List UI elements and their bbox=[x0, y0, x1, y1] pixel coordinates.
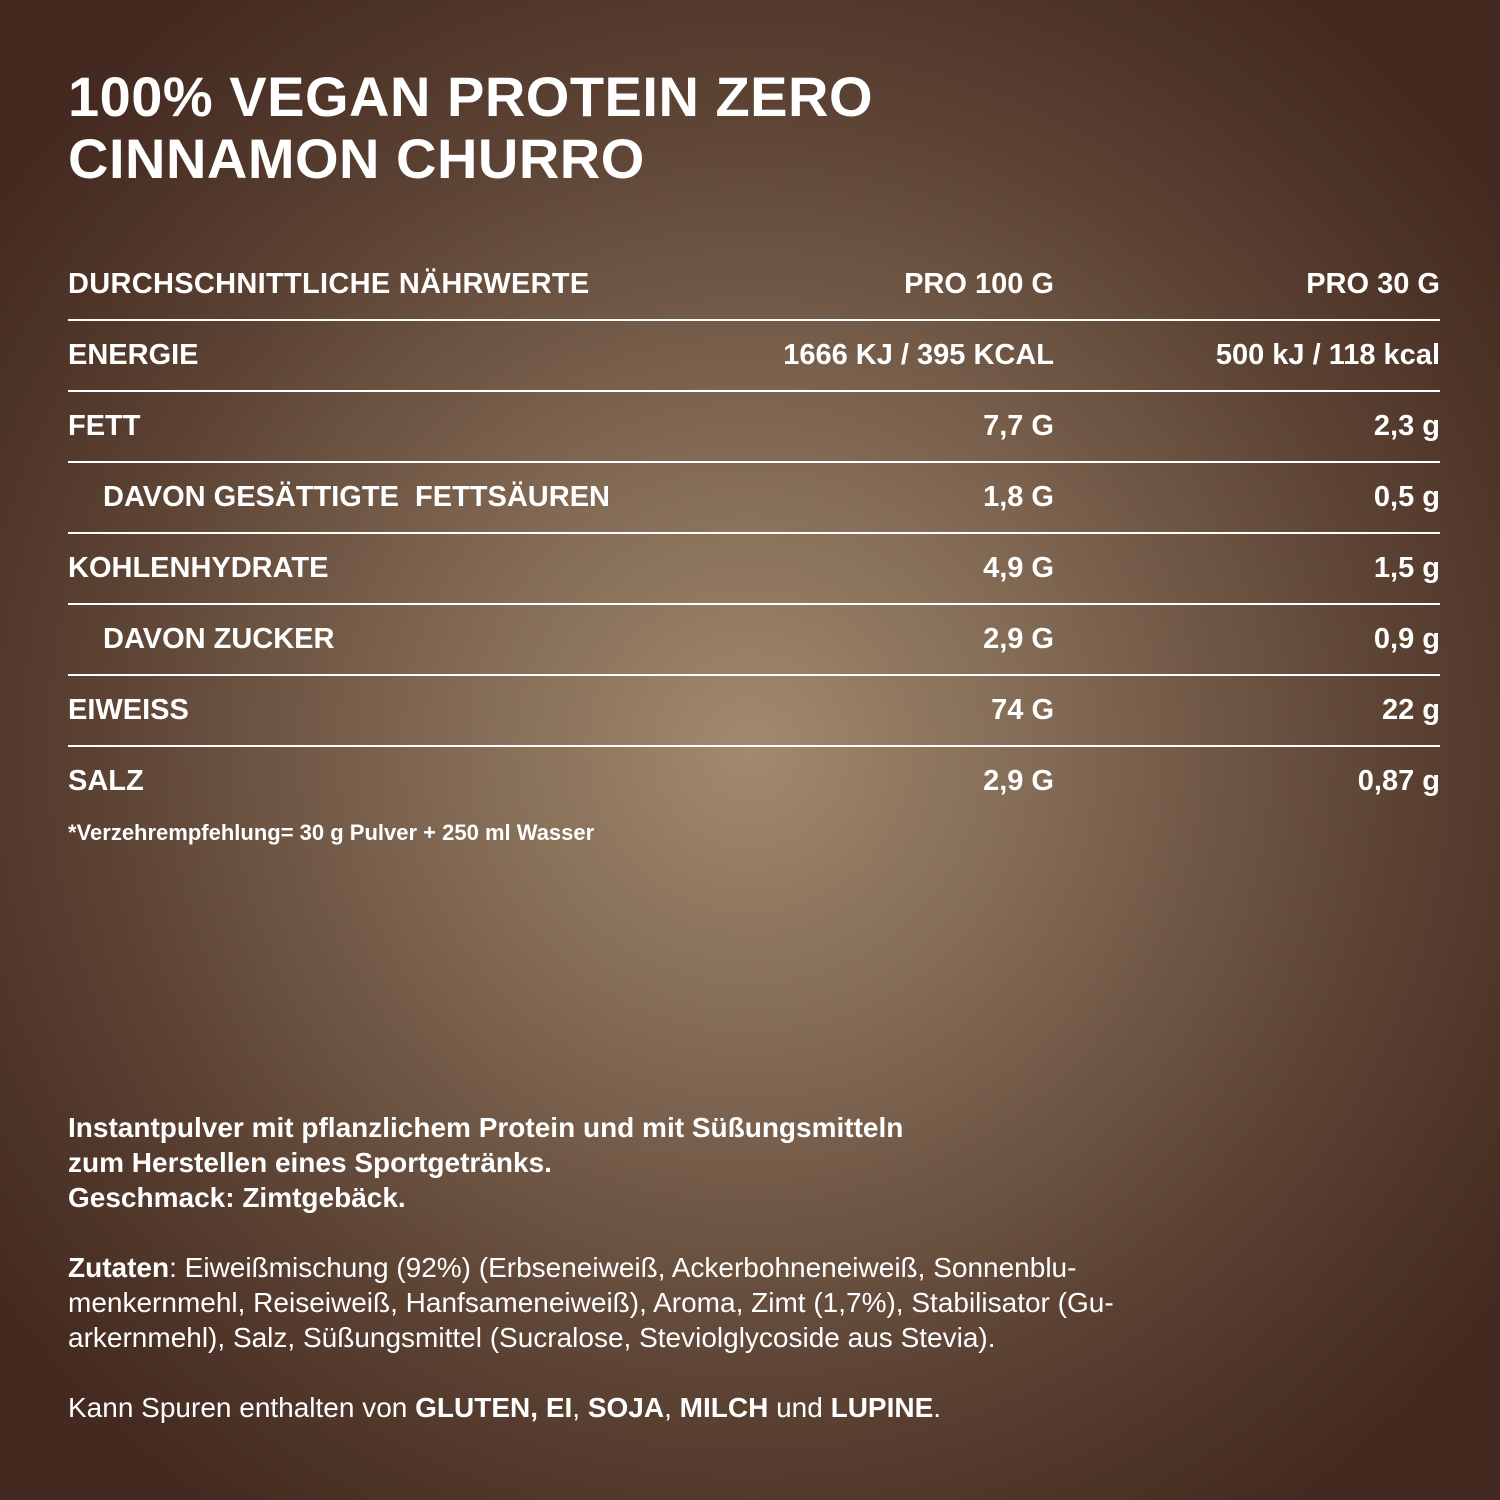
row-label: FETT bbox=[68, 410, 141, 442]
row-value-per30: 0,9 g bbox=[1373, 623, 1440, 655]
nutrition-row-salt: SALZ 2,9 G 0,87 g bbox=[68, 747, 1440, 816]
traces-separator: , bbox=[664, 1392, 680, 1423]
row-value-per30: 0,5 g bbox=[1373, 481, 1440, 513]
row-label: EIWEISS bbox=[68, 694, 189, 726]
nutrition-row-saturated-fat: DAVON GESÄTTIGTE FETTSÄUREN 1,8 G 0,5 g bbox=[68, 463, 1440, 534]
allergen-lupine: LUPINE bbox=[830, 1392, 934, 1423]
row-label: SALZ bbox=[68, 765, 144, 797]
ingredients-list: Zutaten: Eiweißmischung (92%) (Erbseneiw… bbox=[68, 1250, 1448, 1355]
row-value-per100: 2,9 G bbox=[983, 623, 1054, 655]
row-label: DAVON GESÄTTIGTE FETTSÄUREN bbox=[103, 481, 610, 513]
nutrition-row-protein: EIWEISS 74 G 22 g bbox=[68, 676, 1440, 747]
ingredients-text-1: : Eiweißmischung (92%) (Erbseneiweiß, Ac… bbox=[169, 1252, 1077, 1283]
nutrition-header-row: DURCHSCHNITTLICHE NÄHRWERTE PRO 100 G PR… bbox=[68, 250, 1440, 321]
traces-end: . bbox=[933, 1392, 942, 1423]
allergen-milk: MILCH bbox=[679, 1392, 769, 1423]
nutrition-header-label: DURCHSCHNITTLICHE NÄHRWERTE bbox=[68, 268, 590, 300]
row-value-per100: 1666 KJ / 395 KCAL bbox=[783, 339, 1054, 371]
row-value-per100: 1,8 G bbox=[983, 481, 1054, 513]
traces-intro: Kann Spuren enthalten von bbox=[68, 1392, 416, 1423]
row-label: ENERGIE bbox=[68, 339, 199, 371]
product-title-line-2: CINNAMON CHURRO bbox=[68, 127, 645, 190]
nutrition-table: DURCHSCHNITTLICHE NÄHRWERTE PRO 100 G PR… bbox=[68, 250, 1440, 816]
nutrition-header-per100: PRO 100 G bbox=[904, 268, 1054, 300]
row-value-per30: 500 kJ / 118 kcal bbox=[1215, 339, 1440, 371]
row-value-per100: 2,9 G bbox=[983, 765, 1054, 797]
nutrition-row-carbohydrates: KOHLENHYDRATE 4,9 G 1,5 g bbox=[68, 534, 1440, 605]
product-title-line-1: 100% VEGAN PROTEIN ZERO bbox=[68, 65, 874, 128]
row-label: KOHLENHYDRATE bbox=[68, 552, 329, 584]
description-line-2: zum Herstellen eines Sportgetränks. bbox=[68, 1147, 552, 1178]
row-value-per30: 1,5 g bbox=[1373, 552, 1440, 584]
row-value-per30: 0,87 g bbox=[1357, 765, 1440, 797]
nutrition-row-energy: ENERGIE 1666 KJ / 395 KCAL 500 kJ / 118 … bbox=[68, 321, 1440, 392]
row-value-per30: 2,3 g bbox=[1373, 410, 1440, 442]
ingredients-line-3: arkernmehl), Salz, Süßungsmittel (Sucral… bbox=[68, 1322, 996, 1353]
traces-separator: , bbox=[572, 1392, 588, 1423]
product-description: Instantpulver mit pflanzlichem Protein u… bbox=[68, 1110, 1448, 1215]
description-line-3: Geschmack: Zimtgebäck. bbox=[68, 1182, 406, 1213]
nutrition-header-per30: PRO 30 G bbox=[1306, 268, 1440, 300]
ingredients-label: Zutaten bbox=[68, 1252, 170, 1283]
nutrition-row-fat: FETT 7,7 G 2,3 g bbox=[68, 392, 1440, 463]
row-value-per100: 74 G bbox=[991, 694, 1054, 726]
serving-footnote: *Verzehrempfehlung= 30 g Pulver + 250 ml… bbox=[68, 820, 595, 845]
traces-separator: und bbox=[768, 1392, 831, 1423]
ingredients-line-1: Zutaten: Eiweißmischung (92%) (Erbseneiw… bbox=[68, 1250, 1448, 1285]
allergen-traces: Kann Spuren enthalten von GLUTEN, EI, SO… bbox=[68, 1390, 1448, 1425]
row-value-per100: 4,9 G bbox=[983, 552, 1054, 584]
description-line-1: Instantpulver mit pflanzlichem Protein u… bbox=[68, 1112, 904, 1143]
row-label: DAVON ZUCKER bbox=[103, 623, 335, 655]
nutrition-row-sugar: DAVON ZUCKER 2,9 G 0,9 g bbox=[68, 605, 1440, 676]
row-value-per100: 7,7 G bbox=[983, 410, 1054, 442]
allergen-soy: SOJA bbox=[587, 1392, 665, 1423]
product-title: 100% VEGAN PROTEIN ZERO CINNAMON CHURRO bbox=[68, 66, 873, 190]
row-value-per30: 22 g bbox=[1381, 694, 1440, 726]
allergen-gluten-egg: GLUTEN, EI bbox=[415, 1392, 573, 1423]
ingredients-line-2: menkernmehl, Reiseiweiß, Hanfsameneiweiß… bbox=[68, 1287, 1114, 1318]
